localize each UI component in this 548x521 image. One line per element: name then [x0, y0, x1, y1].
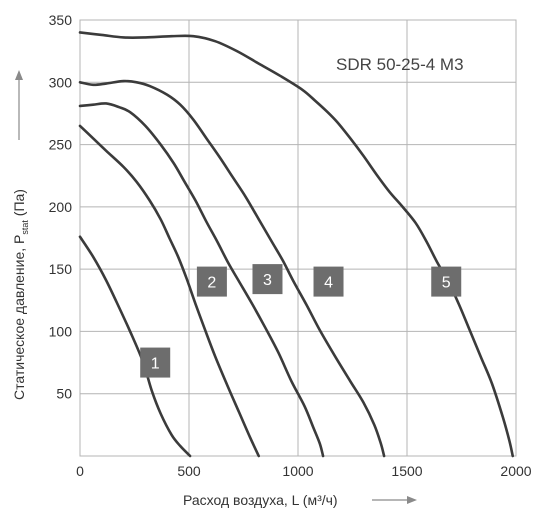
y-tick-label: 100	[49, 323, 73, 339]
curve-2	[78, 124, 261, 458]
x-axis-title: Расход воздуха, L (м³/ч)	[183, 492, 338, 508]
curve-labels: 1 2 3 4 5	[140, 264, 462, 378]
x-tick-label: 500	[177, 463, 201, 479]
y-tick-label: 50	[56, 386, 72, 402]
curve-label-3: 3	[263, 272, 272, 289]
curve-4	[78, 79, 386, 458]
y-axis-title-unit: (Па)	[11, 189, 27, 220]
y-tick-label: 200	[49, 199, 73, 215]
curve-label-box-4	[313, 266, 344, 297]
y-tick-label: 300	[49, 74, 73, 90]
curve-label-box-3	[252, 264, 283, 295]
y-axis-title-subscript: stat	[20, 220, 30, 235]
curve-5	[78, 31, 515, 458]
curve-label-box-1	[140, 347, 171, 378]
curve-label-box-5	[431, 266, 462, 297]
y-tick-label: 150	[49, 261, 73, 277]
curve-label-box-2	[196, 266, 227, 297]
y-axis-title-group: Статическое давление, Pstat (Па)	[11, 189, 30, 400]
y-tick-label: 250	[49, 137, 73, 153]
y-axis-title-main: Статическое давление, P	[11, 235, 27, 400]
curve-label-5: 5	[442, 275, 451, 292]
x-tick-label: 1000	[282, 463, 313, 479]
y-axis-arrow	[15, 70, 23, 140]
x-axis-arrow	[372, 496, 417, 504]
curve-label-2: 2	[207, 275, 216, 292]
curve-label-1: 1	[151, 356, 160, 373]
chart-title: SDR 50-25-4 M3	[336, 55, 464, 74]
curve-3	[78, 102, 325, 458]
x-tick-label: 2000	[500, 463, 531, 479]
performance-curves	[78, 31, 515, 458]
x-tick-label: 0	[76, 463, 84, 479]
y-tick-label: 350	[49, 12, 73, 28]
curve-label-4: 4	[324, 275, 333, 292]
y-axis-title: Статическое давление, Pstat (Па)	[11, 189, 30, 400]
axis-ticks: 0 500 1000 1500 2000 50 100 150 200 250 300 350	[49, 12, 532, 479]
x-tick-label: 1500	[391, 463, 422, 479]
